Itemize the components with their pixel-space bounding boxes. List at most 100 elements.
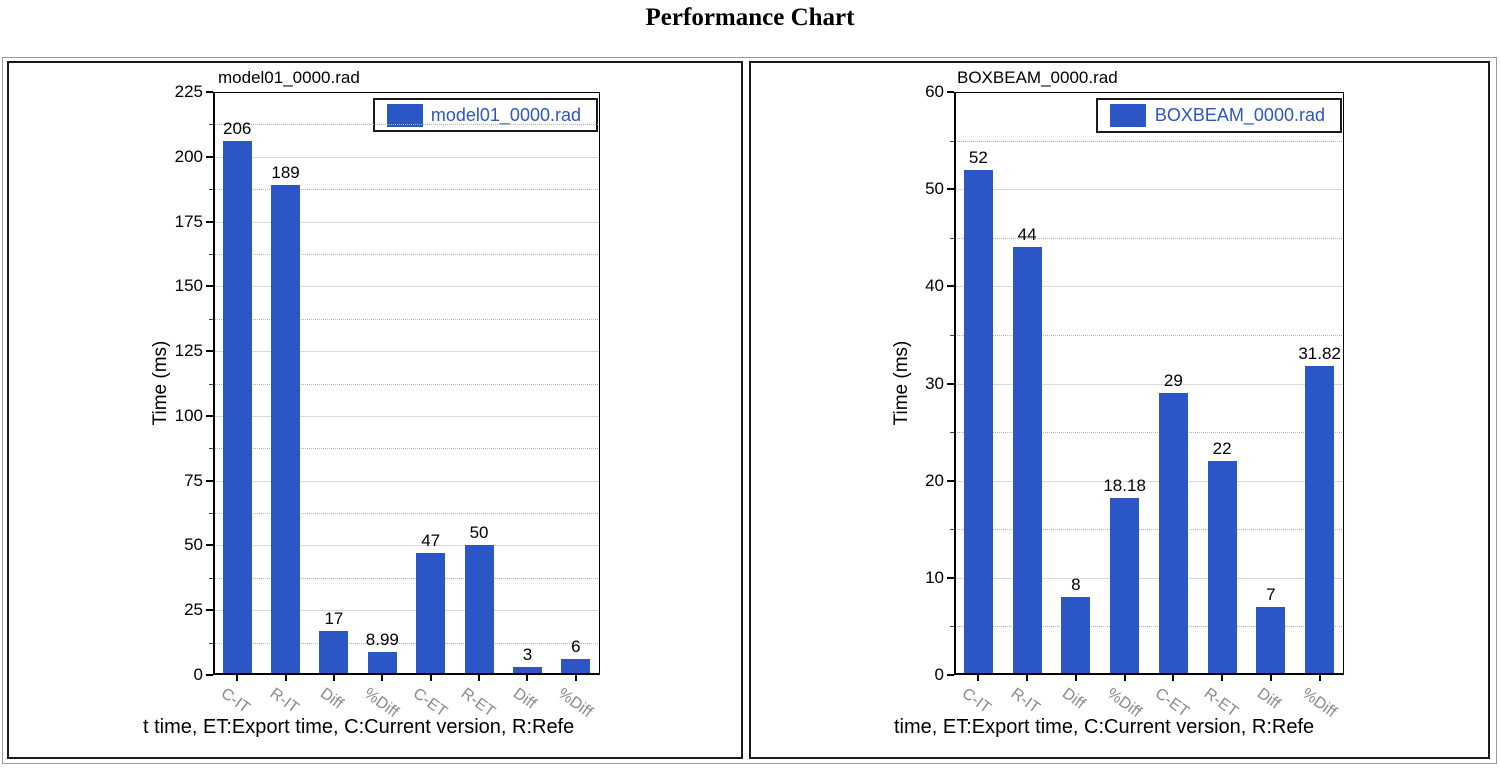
bar-value-label: 50 (469, 523, 489, 543)
plot-canvas: 52 44 8 18.18 29 22 7 31.82 (954, 92, 1344, 675)
bar-value-label: 47 (421, 531, 441, 551)
legend-swatch-icon (1110, 104, 1146, 127)
x-axis-tick (1221, 675, 1224, 681)
gridline-minor (213, 124, 600, 126)
y-axis-minor-tick (950, 237, 954, 239)
y-axis-tick-label: 100 (174, 405, 203, 425)
y-axis-minor-tick (209, 642, 213, 644)
gridline-minor (213, 642, 600, 644)
x-axis-tick (381, 675, 384, 681)
y-axis-tick (206, 479, 213, 482)
bar (367, 651, 397, 675)
y-axis-minor-tick (209, 318, 213, 320)
gridline-major (213, 415, 600, 417)
y-axis-minor-tick (209, 189, 213, 191)
gridline-major (954, 189, 1344, 191)
y-axis-tick-label: 50 (184, 535, 203, 555)
x-axis-tick (574, 675, 577, 681)
bar (222, 141, 252, 675)
bar-value-label: 6 (571, 637, 581, 657)
bar-value-label: 31.82 (1298, 343, 1341, 363)
gridline-minor (954, 529, 1344, 531)
gridline-minor (954, 237, 1344, 239)
plot-canvas: 206 189 17 8.99 47 50 3 6 (213, 92, 600, 675)
y-axis-tick (947, 285, 954, 288)
x-axis-tick (332, 675, 335, 681)
bar-value-label: 8.99 (365, 629, 399, 649)
gridline-major (213, 480, 600, 482)
gridline-minor (213, 189, 600, 191)
y-axis-tick-label: 50 (925, 179, 944, 199)
legend: model01_0000.rad (373, 98, 598, 132)
bar (1158, 393, 1188, 675)
bar (1256, 606, 1286, 675)
y-axis-tick (206, 609, 213, 612)
legend-label: model01_0000.rad (430, 104, 581, 125)
y-axis-minor-tick (950, 334, 954, 336)
gridline-major (213, 545, 600, 547)
bar (512, 667, 542, 675)
x-axis-tick (1318, 675, 1321, 681)
gridline-minor (213, 448, 600, 450)
y-axis-tick-label: 75 (184, 470, 203, 490)
page-title: Performance Chart (645, 4, 855, 31)
gridline-major (213, 351, 600, 353)
y-axis-tick-label: 40 (925, 276, 944, 296)
gridline-major (213, 156, 600, 158)
y-axis-minor-tick (950, 529, 954, 531)
y-axis-tick (947, 479, 954, 482)
gridline-minor (213, 577, 600, 579)
gridline-major (954, 480, 1344, 482)
y-axis-tick (206, 350, 213, 353)
bar-value-label: 17 (324, 608, 344, 628)
y-axis-tick (947, 382, 954, 385)
gridline-minor (954, 140, 1344, 142)
x-axis-tick-label: R-IT (266, 685, 302, 718)
gridline-minor (213, 318, 600, 320)
gridline-major (213, 610, 600, 612)
x-axis-tick (977, 675, 980, 681)
x-axis-tick (1269, 675, 1272, 681)
x-axis-tick (1026, 675, 1029, 681)
y-axis-tick-label: 175 (174, 211, 203, 231)
bar (1012, 247, 1042, 675)
gridline-minor (213, 253, 600, 255)
y-axis-tick-label: 0 (934, 665, 944, 684)
x-axis-tick (1123, 675, 1126, 681)
x-axis-tick-label: Diff (1253, 685, 1283, 713)
bar (1061, 597, 1091, 675)
bar-value-label: 22 (1212, 439, 1232, 459)
bar (1305, 365, 1335, 675)
gridline-major (954, 286, 1344, 288)
gridline-major (954, 92, 1344, 93)
chart-title: model01_0000.rad (218, 68, 360, 87)
bar (271, 185, 301, 675)
gridline-major (954, 383, 1344, 385)
legend-swatch-icon (387, 103, 423, 127)
gridline-minor (954, 432, 1344, 434)
bar (319, 630, 349, 675)
charts-container: model01_0000.rad model01_0000.rad Time (… (2, 57, 1497, 764)
bar (561, 659, 591, 675)
bar (963, 169, 993, 675)
x-axis-tick-label: Diff (316, 685, 347, 713)
bar-value-label: 8 (1071, 575, 1081, 595)
bar-value-label: 3 (522, 645, 533, 665)
y-axis-tick (206, 674, 213, 676)
gridline-major (213, 286, 600, 288)
gridline-minor (213, 513, 600, 515)
y-axis-tick-label: 10 (925, 567, 944, 587)
y-axis-tick (947, 91, 954, 93)
gridline-major (954, 577, 1344, 579)
y-axis-tick-label: 200 (174, 146, 203, 166)
y-axis-tick (206, 285, 213, 288)
y-axis-tick (206, 220, 213, 223)
y-axis-minor-tick (209, 577, 213, 579)
x-axis-tick (429, 675, 432, 681)
y-axis-tick (947, 188, 954, 191)
y-axis-tick (206, 91, 213, 93)
y-axis-tick-label: 125 (174, 341, 203, 361)
y-axis-tick (947, 674, 954, 676)
x-axis-tick (1172, 675, 1175, 681)
